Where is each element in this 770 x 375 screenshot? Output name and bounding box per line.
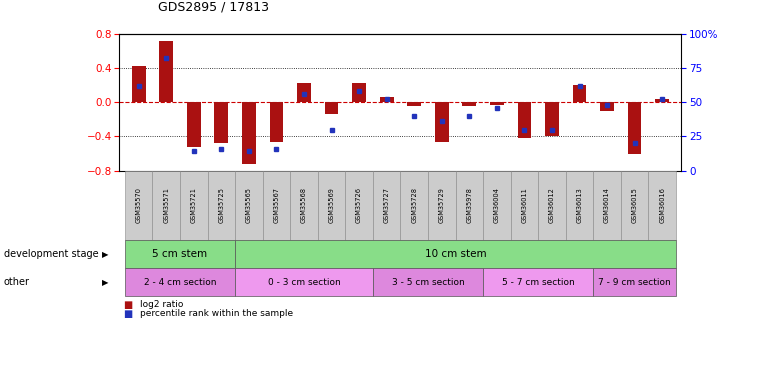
Text: ■: ■	[123, 300, 132, 310]
Text: GDS2895 / 17813: GDS2895 / 17813	[158, 0, 269, 13]
Text: GSM35725: GSM35725	[219, 188, 224, 224]
Bar	[325, 102, 338, 114]
Text: 7 - 9 cm section: 7 - 9 cm section	[598, 278, 671, 286]
Bar	[628, 102, 641, 153]
Bar	[242, 102, 256, 164]
Text: development stage: development stage	[4, 249, 99, 259]
Text: other: other	[4, 277, 30, 287]
Text: GSM35567: GSM35567	[273, 188, 280, 224]
Bar	[297, 83, 311, 102]
Text: GSM36016: GSM36016	[659, 188, 665, 223]
Text: GSM35570: GSM35570	[136, 188, 142, 224]
Bar	[380, 97, 393, 102]
Bar	[214, 102, 228, 143]
Bar	[270, 102, 283, 141]
Text: ▶: ▶	[102, 250, 109, 259]
Text: GSM36014: GSM36014	[604, 188, 610, 223]
Text: ▶: ▶	[102, 278, 109, 286]
Bar	[517, 102, 531, 138]
Text: GSM36013: GSM36013	[577, 188, 582, 223]
Text: ■: ■	[123, 309, 132, 319]
Text: GSM35565: GSM35565	[246, 188, 252, 224]
Bar	[187, 102, 201, 147]
Bar	[600, 102, 614, 111]
Text: GSM35728: GSM35728	[411, 188, 417, 224]
Text: GSM36004: GSM36004	[494, 188, 500, 224]
Bar	[435, 102, 449, 141]
Text: GSM35571: GSM35571	[163, 188, 169, 223]
Text: GSM35721: GSM35721	[191, 188, 197, 223]
Text: 0 - 3 cm section: 0 - 3 cm section	[268, 278, 340, 286]
Text: GSM35729: GSM35729	[439, 188, 445, 223]
Bar	[352, 83, 366, 102]
Text: log2 ratio: log2 ratio	[140, 300, 183, 309]
Text: 3 - 5 cm section: 3 - 5 cm section	[392, 278, 464, 286]
Bar	[573, 85, 587, 102]
Bar	[545, 102, 559, 136]
Text: percentile rank within the sample: percentile rank within the sample	[140, 309, 293, 318]
Text: 5 cm stem: 5 cm stem	[152, 249, 208, 259]
Bar	[655, 99, 669, 102]
Bar	[463, 102, 476, 106]
Text: GSM36012: GSM36012	[549, 188, 555, 223]
Bar	[132, 66, 146, 102]
Text: GSM35727: GSM35727	[383, 188, 390, 224]
Bar	[159, 40, 173, 102]
Text: GSM36015: GSM36015	[631, 188, 638, 223]
Text: GSM36011: GSM36011	[521, 188, 527, 223]
Bar	[407, 102, 421, 106]
Text: 2 - 4 cm section: 2 - 4 cm section	[144, 278, 216, 286]
Text: GSM35978: GSM35978	[467, 188, 472, 223]
Bar	[490, 102, 504, 105]
Text: GSM35569: GSM35569	[329, 188, 334, 223]
Text: 10 cm stem: 10 cm stem	[425, 249, 487, 259]
Text: 5 - 7 cm section: 5 - 7 cm section	[502, 278, 574, 286]
Text: GSM35726: GSM35726	[356, 188, 362, 224]
Text: GSM35568: GSM35568	[301, 188, 307, 224]
